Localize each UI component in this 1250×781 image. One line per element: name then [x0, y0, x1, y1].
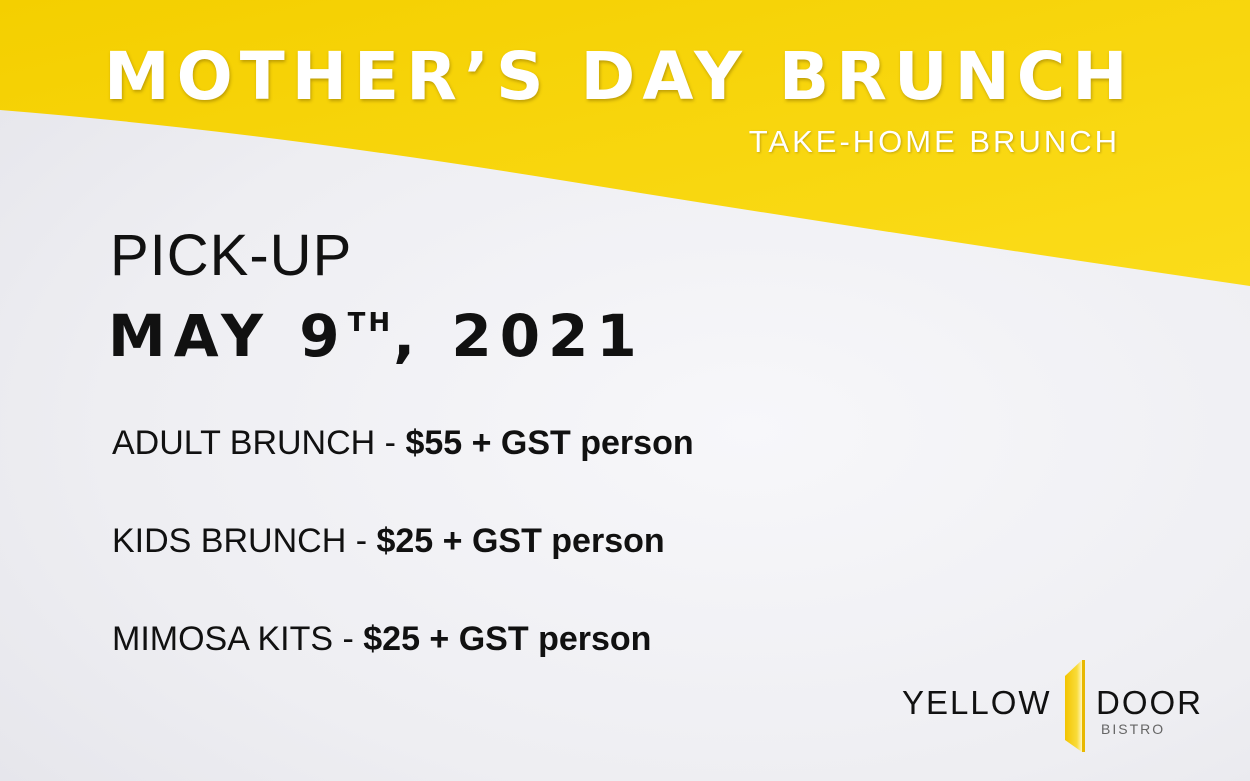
date-suffix: TH — [347, 308, 394, 338]
subheadline: TAKE-HOME BRUNCH — [748, 124, 1120, 159]
item-name: KIDS BRUNCH - — [112, 522, 377, 560]
item-name: MIMOSA KITS - — [112, 620, 364, 658]
date-year: , 2021 — [393, 302, 645, 370]
pickup-date: MAY 9TH, 2021 — [108, 302, 645, 370]
yellow-door-logo: YELLOW DOOR BISTRO — [900, 656, 1203, 756]
yellow-banner — [0, 0, 1250, 286]
item-price: $25 + GST person — [363, 620, 652, 658]
headline: MOTHER’S DAY BRUNCH — [104, 38, 1135, 115]
item-price: $25 + GST person — [376, 522, 665, 560]
date-main: MAY 9 — [108, 302, 348, 370]
item-name: ADULT BRUNCH - — [112, 424, 406, 462]
item-price: $55 + GST person — [405, 424, 694, 462]
logo-word-door: DOOR — [1096, 684, 1203, 721]
menu-item: KIDS BRUNCH - $25 + GST person — [112, 522, 665, 561]
menu-item: MIMOSA KITS - $25 + GST person — [112, 620, 651, 659]
logo-word-yellow: YELLOW — [902, 684, 1052, 721]
pickup-label: PICK-UP — [110, 223, 353, 288]
logo-word-bistro: BISTRO — [1101, 721, 1166, 737]
menu-item: ADULT BRUNCH - $55 + GST person — [112, 424, 694, 463]
door-icon — [1065, 660, 1085, 752]
